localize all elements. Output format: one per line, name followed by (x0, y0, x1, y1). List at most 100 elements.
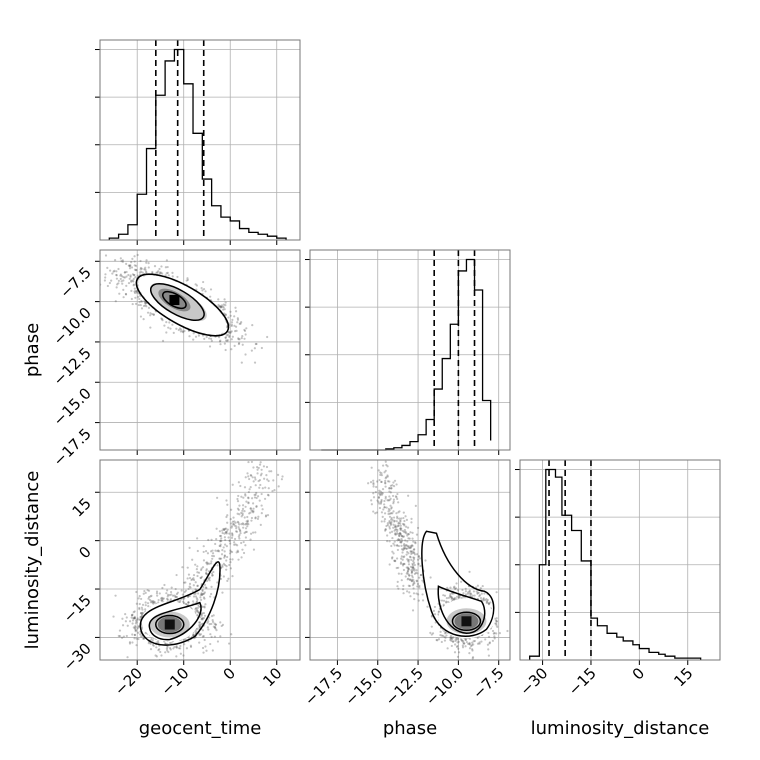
sample-point (250, 516, 254, 520)
sample-point (192, 584, 195, 587)
sample-point (117, 634, 120, 638)
sample-point (209, 288, 213, 291)
sample-point (262, 465, 266, 468)
sample-point (236, 512, 239, 515)
sample-point (256, 468, 259, 471)
sample-point (138, 297, 141, 301)
sample-point (140, 635, 143, 638)
sample-point (236, 497, 239, 501)
sample-point (223, 308, 226, 311)
sample-point (117, 267, 120, 271)
sample-point (202, 545, 205, 548)
sample-point (397, 538, 400, 541)
sample-point (175, 646, 179, 649)
sample-point (478, 642, 481, 645)
sample-point (451, 640, 455, 643)
sample-point (416, 585, 419, 588)
sample-point (399, 562, 403, 565)
sample-point (443, 632, 447, 635)
sample-point (188, 546, 191, 549)
sample-point (211, 554, 214, 558)
sample-point (399, 527, 402, 530)
sample-point (383, 503, 386, 506)
sample-point (234, 521, 237, 524)
sample-point (155, 641, 158, 644)
sample-point (380, 480, 383, 484)
sample-point (229, 518, 232, 521)
sample-point (215, 629, 218, 632)
sample-point (137, 303, 140, 307)
sample-point (411, 562, 414, 565)
sample-point (207, 628, 210, 631)
sample-point (404, 539, 407, 542)
sample-point (397, 566, 400, 569)
sample-point (208, 622, 211, 626)
sample-point (169, 648, 172, 651)
sample-point (386, 499, 389, 502)
sample-point (196, 584, 199, 587)
sample-point (266, 335, 269, 339)
sample-point (249, 532, 253, 535)
sample-point (402, 530, 405, 533)
sample-point (224, 527, 228, 530)
sample-point (115, 270, 118, 273)
sample-point (408, 546, 412, 549)
sample-point (198, 633, 201, 637)
sample-point (257, 515, 260, 518)
sample-point (249, 474, 252, 477)
sample-point (210, 615, 214, 618)
sample-point (210, 572, 214, 575)
sample-point (412, 580, 416, 583)
sample-point (196, 598, 199, 601)
sample-point (183, 643, 186, 646)
sample-point (407, 584, 410, 587)
sample-point (202, 592, 205, 596)
sample-point (495, 620, 498, 623)
sample-point (386, 523, 389, 527)
sample-point (162, 663, 164, 665)
sample-point (389, 522, 392, 525)
sample-point (142, 304, 146, 308)
sample-point (395, 520, 398, 523)
sample-point (156, 271, 159, 274)
sample-point (445, 600, 448, 603)
sample-point (395, 557, 399, 560)
sample-point (495, 632, 498, 635)
sample-point (136, 253, 139, 257)
axis-labels-layer: geocent_time phase luminosity_distance p… (22, 323, 709, 739)
sample-point (135, 590, 138, 594)
sample-point (248, 477, 251, 481)
sample-point (113, 269, 116, 272)
sample-point (134, 619, 138, 622)
density-peak (461, 616, 472, 627)
sample-point (479, 587, 482, 590)
sample-point (199, 633, 202, 636)
sample-point (411, 568, 415, 571)
sample-point (403, 523, 406, 526)
sample-point (238, 338, 241, 341)
sample-point (412, 582, 415, 585)
sample-point (388, 498, 391, 502)
sample-point (412, 550, 415, 554)
sample-point (369, 481, 373, 484)
sample-point (230, 522, 233, 525)
sample-point (392, 542, 395, 545)
sample-point (472, 643, 475, 646)
sample-point (399, 561, 403, 564)
sample-point (149, 314, 152, 317)
sample-point (398, 539, 401, 542)
sample-point (205, 569, 208, 572)
sample-point (198, 641, 201, 644)
sample-point (380, 500, 383, 503)
sample-point (250, 509, 253, 512)
sample-point (464, 587, 467, 590)
sample-point (396, 517, 399, 520)
sample-point (259, 474, 263, 477)
sample-point (238, 513, 241, 516)
sample-point (229, 330, 232, 334)
sample-point (199, 576, 203, 580)
sample-point (390, 530, 394, 533)
sample-point (152, 313, 155, 316)
sample-point (198, 626, 201, 629)
sample-point (393, 540, 396, 543)
